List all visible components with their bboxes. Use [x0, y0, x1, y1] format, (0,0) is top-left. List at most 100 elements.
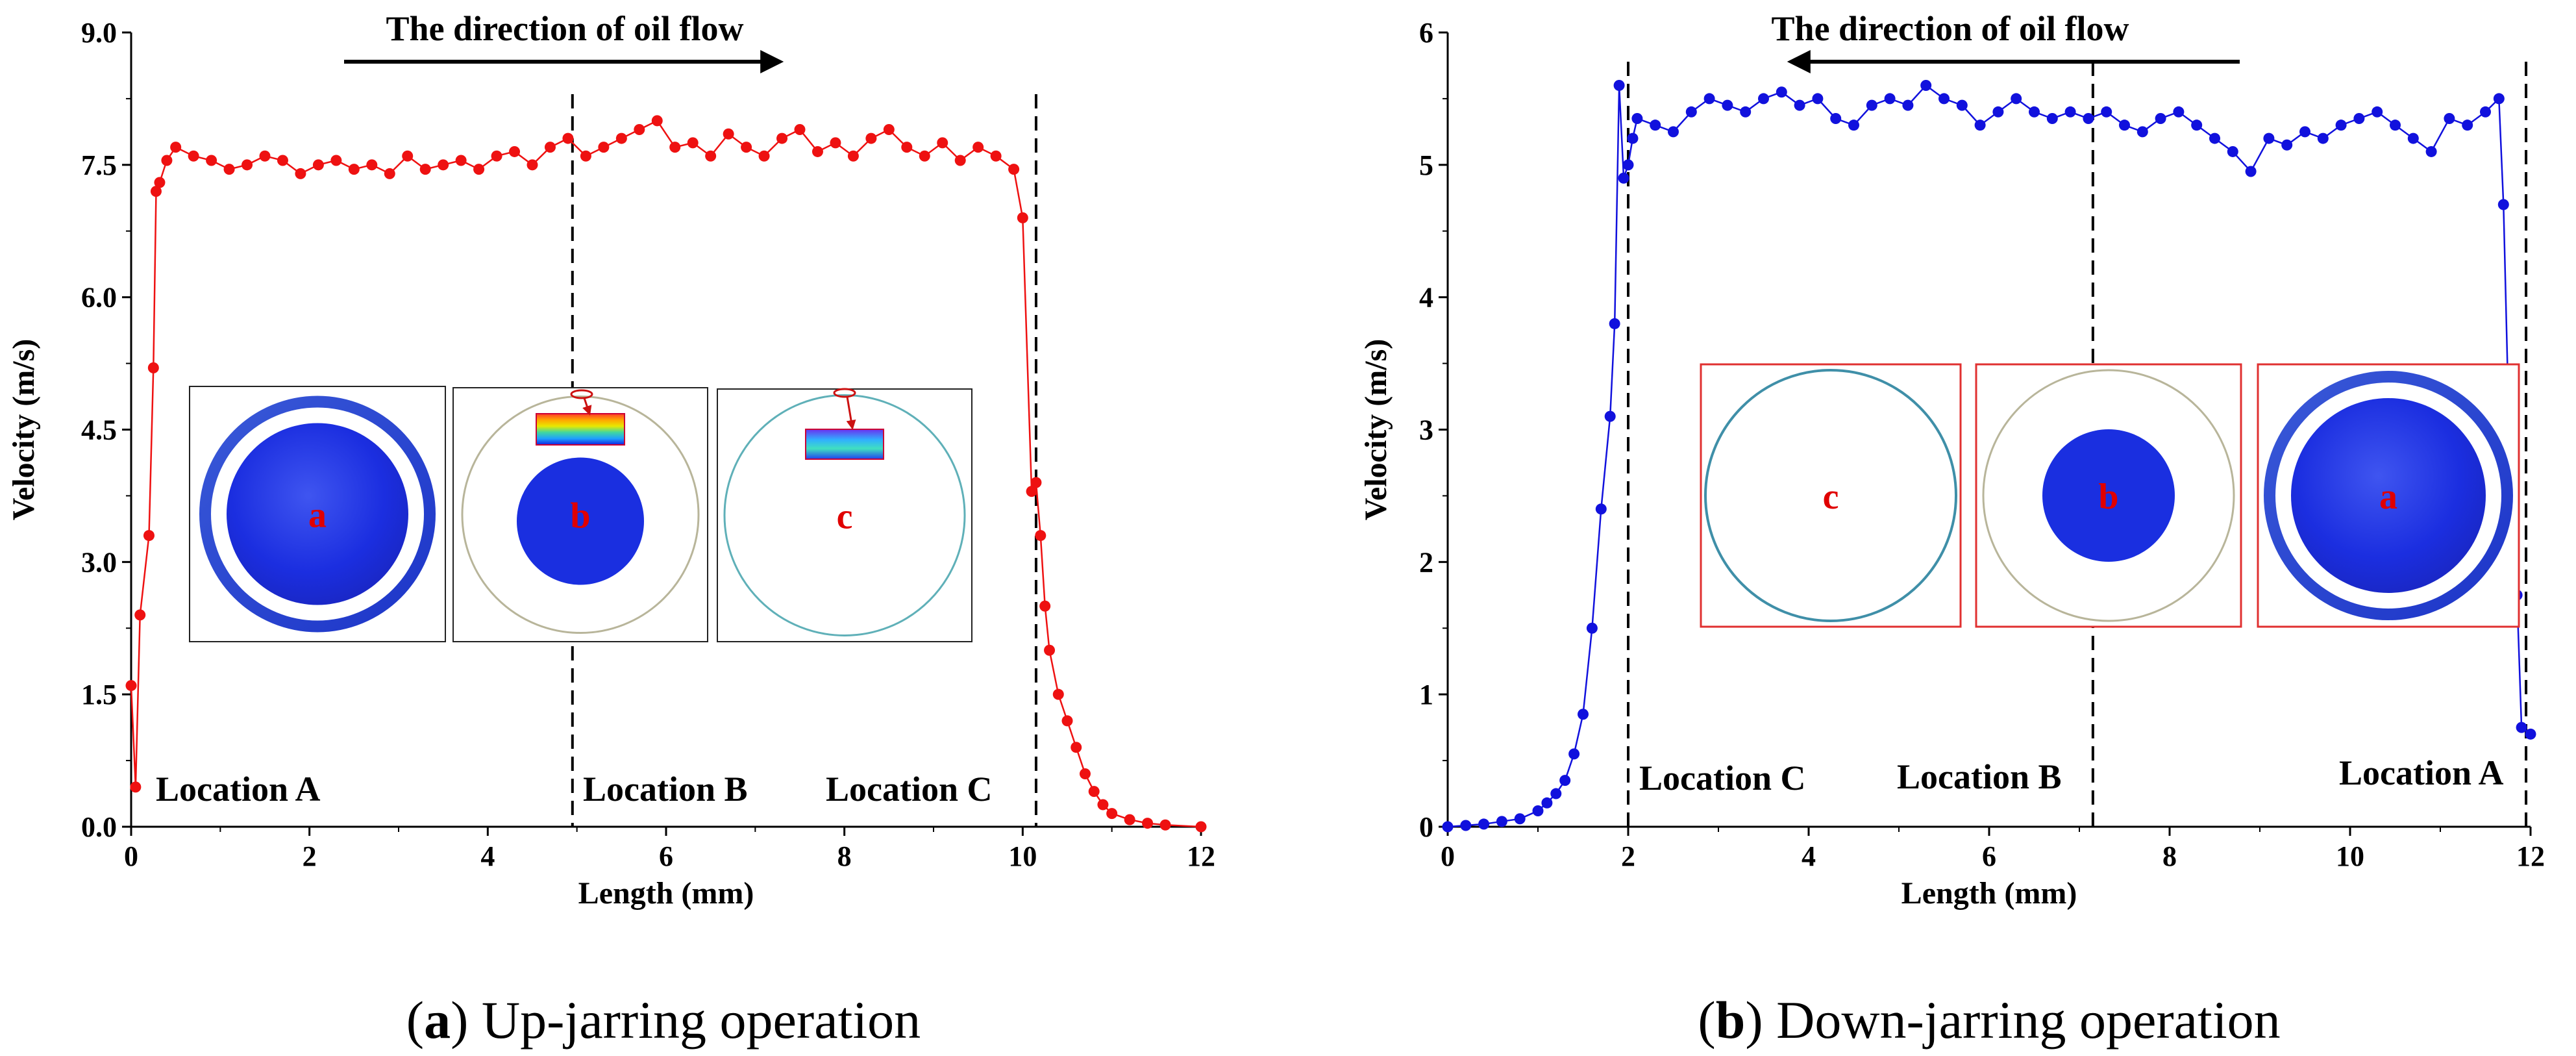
caption-paren-open: ( [406, 990, 424, 1050]
data-point [830, 137, 841, 149]
inset-a: a [189, 386, 446, 642]
data-point [1044, 644, 1056, 656]
data-point [847, 150, 859, 162]
data-point [491, 150, 502, 162]
data-point [1848, 119, 1859, 131]
data-point [669, 142, 681, 153]
data-point [1578, 709, 1589, 720]
data-point [330, 155, 342, 166]
data-point [1613, 80, 1625, 92]
data-point [366, 159, 378, 171]
x-tick-label: 10 [2336, 840, 2364, 872]
data-point [143, 530, 155, 542]
data-point [1079, 768, 1091, 779]
y-axis-label: Velocity (m/s) [6, 339, 41, 521]
panel-caption: (b) Down-jarring operation [1698, 990, 2280, 1050]
data-point [2011, 93, 2022, 105]
y-tick-label: 4.5 [81, 414, 117, 446]
y-tick-label: 4 [1419, 282, 1433, 314]
data-point [544, 142, 556, 153]
data-point [1035, 530, 1046, 542]
caption-paren-close: ) [1745, 990, 1776, 1050]
data-point [147, 362, 159, 373]
data-point [2497, 199, 2509, 210]
location-label: Location B [1897, 757, 2062, 796]
data-point [2191, 119, 2203, 131]
data-point [154, 177, 166, 188]
data-point [1604, 410, 1616, 422]
x-tick-label: 6 [1982, 840, 1996, 872]
direction-label: The direction of oil flow [1772, 9, 2129, 48]
data-point [1866, 99, 1877, 111]
data-point [615, 132, 627, 144]
data-point [2444, 112, 2455, 124]
x-tick-label: 4 [480, 840, 495, 872]
data-point [2516, 722, 2527, 733]
data-point [1514, 813, 1526, 825]
x-tick-label: 12 [2516, 840, 2545, 872]
data-point [1595, 503, 1607, 515]
caption-text: Up-jarring operation [482, 990, 921, 1050]
data-point [1794, 99, 1805, 111]
inset-b: b [452, 387, 708, 642]
data-point [1938, 93, 1950, 105]
zoom-arrow [582, 397, 592, 416]
data-point [1609, 318, 1620, 329]
data-point [2372, 106, 2383, 118]
pipe-outline [461, 396, 700, 634]
data-point [1668, 126, 1679, 138]
zoom-arrow [846, 396, 856, 430]
data-point [2209, 132, 2220, 144]
x-tick-label: 12 [1187, 840, 1215, 872]
data-point [438, 159, 449, 171]
data-point [865, 132, 877, 144]
data-point [1920, 80, 1932, 92]
y-tick-label: 3 [1419, 414, 1433, 446]
data-point [2390, 119, 2401, 131]
pipe-outline [1982, 369, 2235, 622]
data-point [2525, 728, 2536, 740]
data-point [312, 159, 324, 171]
panel-caption: (a) Up-jarring operation [406, 990, 921, 1050]
data-point [1071, 742, 1082, 753]
data-point [919, 150, 930, 162]
inset-letter: a [308, 496, 327, 536]
y-tick-label: 1.5 [81, 679, 117, 710]
data-point [206, 155, 217, 166]
data-point [1902, 99, 1914, 111]
data-point [1061, 715, 1073, 727]
x-tick-label: 2 [1621, 840, 1635, 872]
velocity-band [536, 413, 625, 446]
data-point [1956, 99, 1968, 111]
data-point [634, 123, 645, 135]
data-point [1559, 775, 1571, 786]
data-point [2353, 112, 2365, 124]
data-point [705, 150, 717, 162]
core-disk [2291, 398, 2486, 593]
data-point [937, 137, 948, 149]
x-tick-label: 8 [837, 840, 852, 872]
data-point [1884, 93, 1896, 105]
data-point [883, 123, 895, 135]
x-tick-label: 0 [124, 840, 138, 872]
data-point [1586, 622, 1598, 634]
chart-panel-a: 0 2 4 6 8 10 12 0.0 1.5 3.0 4.5 6.0 7.5 9.0 Length (mm… [6, 9, 1215, 1050]
data-point [1703, 93, 1715, 105]
location-label: Location C [826, 770, 993, 809]
inset-a: a [2257, 363, 2520, 628]
data-point [1017, 212, 1028, 223]
data-point [990, 150, 1002, 162]
pipe-outline [723, 394, 966, 636]
y-tick-label: 2 [1419, 546, 1433, 578]
x-tick-label: 4 [1802, 840, 1816, 872]
data-point [473, 164, 485, 175]
data-point [1830, 112, 1842, 124]
data-point [1088, 786, 1100, 798]
inset-b: b [1975, 363, 2242, 628]
data-point [1568, 748, 1580, 760]
data-point [170, 142, 182, 153]
data-point [402, 150, 414, 162]
y-tick-label: 1 [1419, 679, 1433, 710]
y-tick-label: 6.0 [81, 282, 117, 314]
data-point [2263, 132, 2275, 144]
